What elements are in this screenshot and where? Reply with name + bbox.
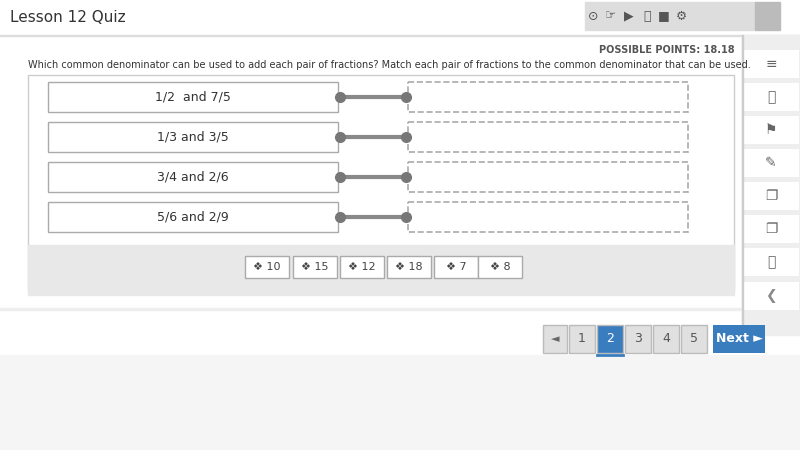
Text: ■: ■ [658,9,670,22]
Bar [408,122,688,152]
Text: 3/4 and 2/6: 3/4 and 2/6 [157,171,229,184]
Text: ❖ 15: ❖ 15 [302,262,329,272]
Text: ❖ 10: ❖ 10 [254,262,281,272]
Bar [245,256,289,278]
Text: 3: 3 [634,333,642,346]
Bar [48,202,338,232]
Text: ◄: ◄ [550,334,559,344]
Bar [408,162,688,192]
Text: ⓘ: ⓘ [767,90,775,104]
Bar [478,256,522,278]
Bar [28,75,734,290]
Bar [742,35,800,335]
Text: 5/6 and 2/9: 5/6 and 2/9 [157,211,229,224]
Text: ❖ 18: ❖ 18 [395,262,423,272]
Bar [408,202,688,232]
Text: ✎: ✎ [765,156,777,170]
Bar [743,282,799,310]
Bar [408,82,688,112]
Text: Next ►: Next ► [715,333,762,346]
Text: 1/2  and 7/5: 1/2 and 7/5 [155,90,231,104]
Bar [653,325,679,353]
Text: POSSIBLE POINTS: 18.18: POSSIBLE POINTS: 18.18 [599,45,735,55]
Bar [755,2,780,30]
Bar [743,83,799,111]
Bar [597,325,623,353]
Bar [48,122,338,152]
Text: ❖ 7: ❖ 7 [446,262,466,272]
Bar [742,35,743,335]
Bar [0,0,800,35]
Text: Which common denominator can be used to add each pair of fractions? Match each p: Which common denominator can be used to … [28,60,750,70]
Text: ⤢: ⤢ [767,255,775,269]
Bar [585,2,755,30]
Text: 1: 1 [578,333,586,346]
Bar [340,256,384,278]
Bar [569,325,595,353]
Bar [713,325,765,353]
Text: 4: 4 [662,333,670,346]
Bar [743,50,799,78]
Text: ⏸: ⏸ [643,9,650,22]
Text: ❖ 8: ❖ 8 [490,262,510,272]
Bar [743,215,799,243]
Bar [48,82,338,112]
Text: ⚙: ⚙ [675,9,686,22]
Bar [293,256,337,278]
Bar [0,35,742,345]
Bar [0,308,800,310]
Text: ⚑: ⚑ [765,123,778,137]
Text: ❖ 12: ❖ 12 [348,262,376,272]
Text: ❮: ❮ [765,289,777,303]
Bar [0,35,800,36]
Bar [0,355,800,450]
Text: 2: 2 [606,333,614,346]
Bar [743,248,799,276]
Text: ▶: ▶ [624,9,634,22]
Bar [543,325,567,353]
Bar [0,310,800,390]
Text: ❐: ❐ [765,222,778,236]
Text: ❐: ❐ [765,189,778,203]
Bar [28,245,734,295]
Bar [387,256,431,278]
Text: ≡: ≡ [765,57,777,71]
Bar [743,116,799,144]
Bar [434,256,478,278]
Text: 1/3 and 3/5: 1/3 and 3/5 [157,130,229,144]
Bar [743,182,799,210]
Text: Lesson 12 Quiz: Lesson 12 Quiz [10,9,126,24]
Bar [625,325,651,353]
Bar [743,149,799,177]
Text: ☞: ☞ [606,9,617,22]
Bar [681,325,707,353]
Bar [48,162,338,192]
Text: 5: 5 [690,333,698,346]
Text: ⊙: ⊙ [588,9,598,22]
